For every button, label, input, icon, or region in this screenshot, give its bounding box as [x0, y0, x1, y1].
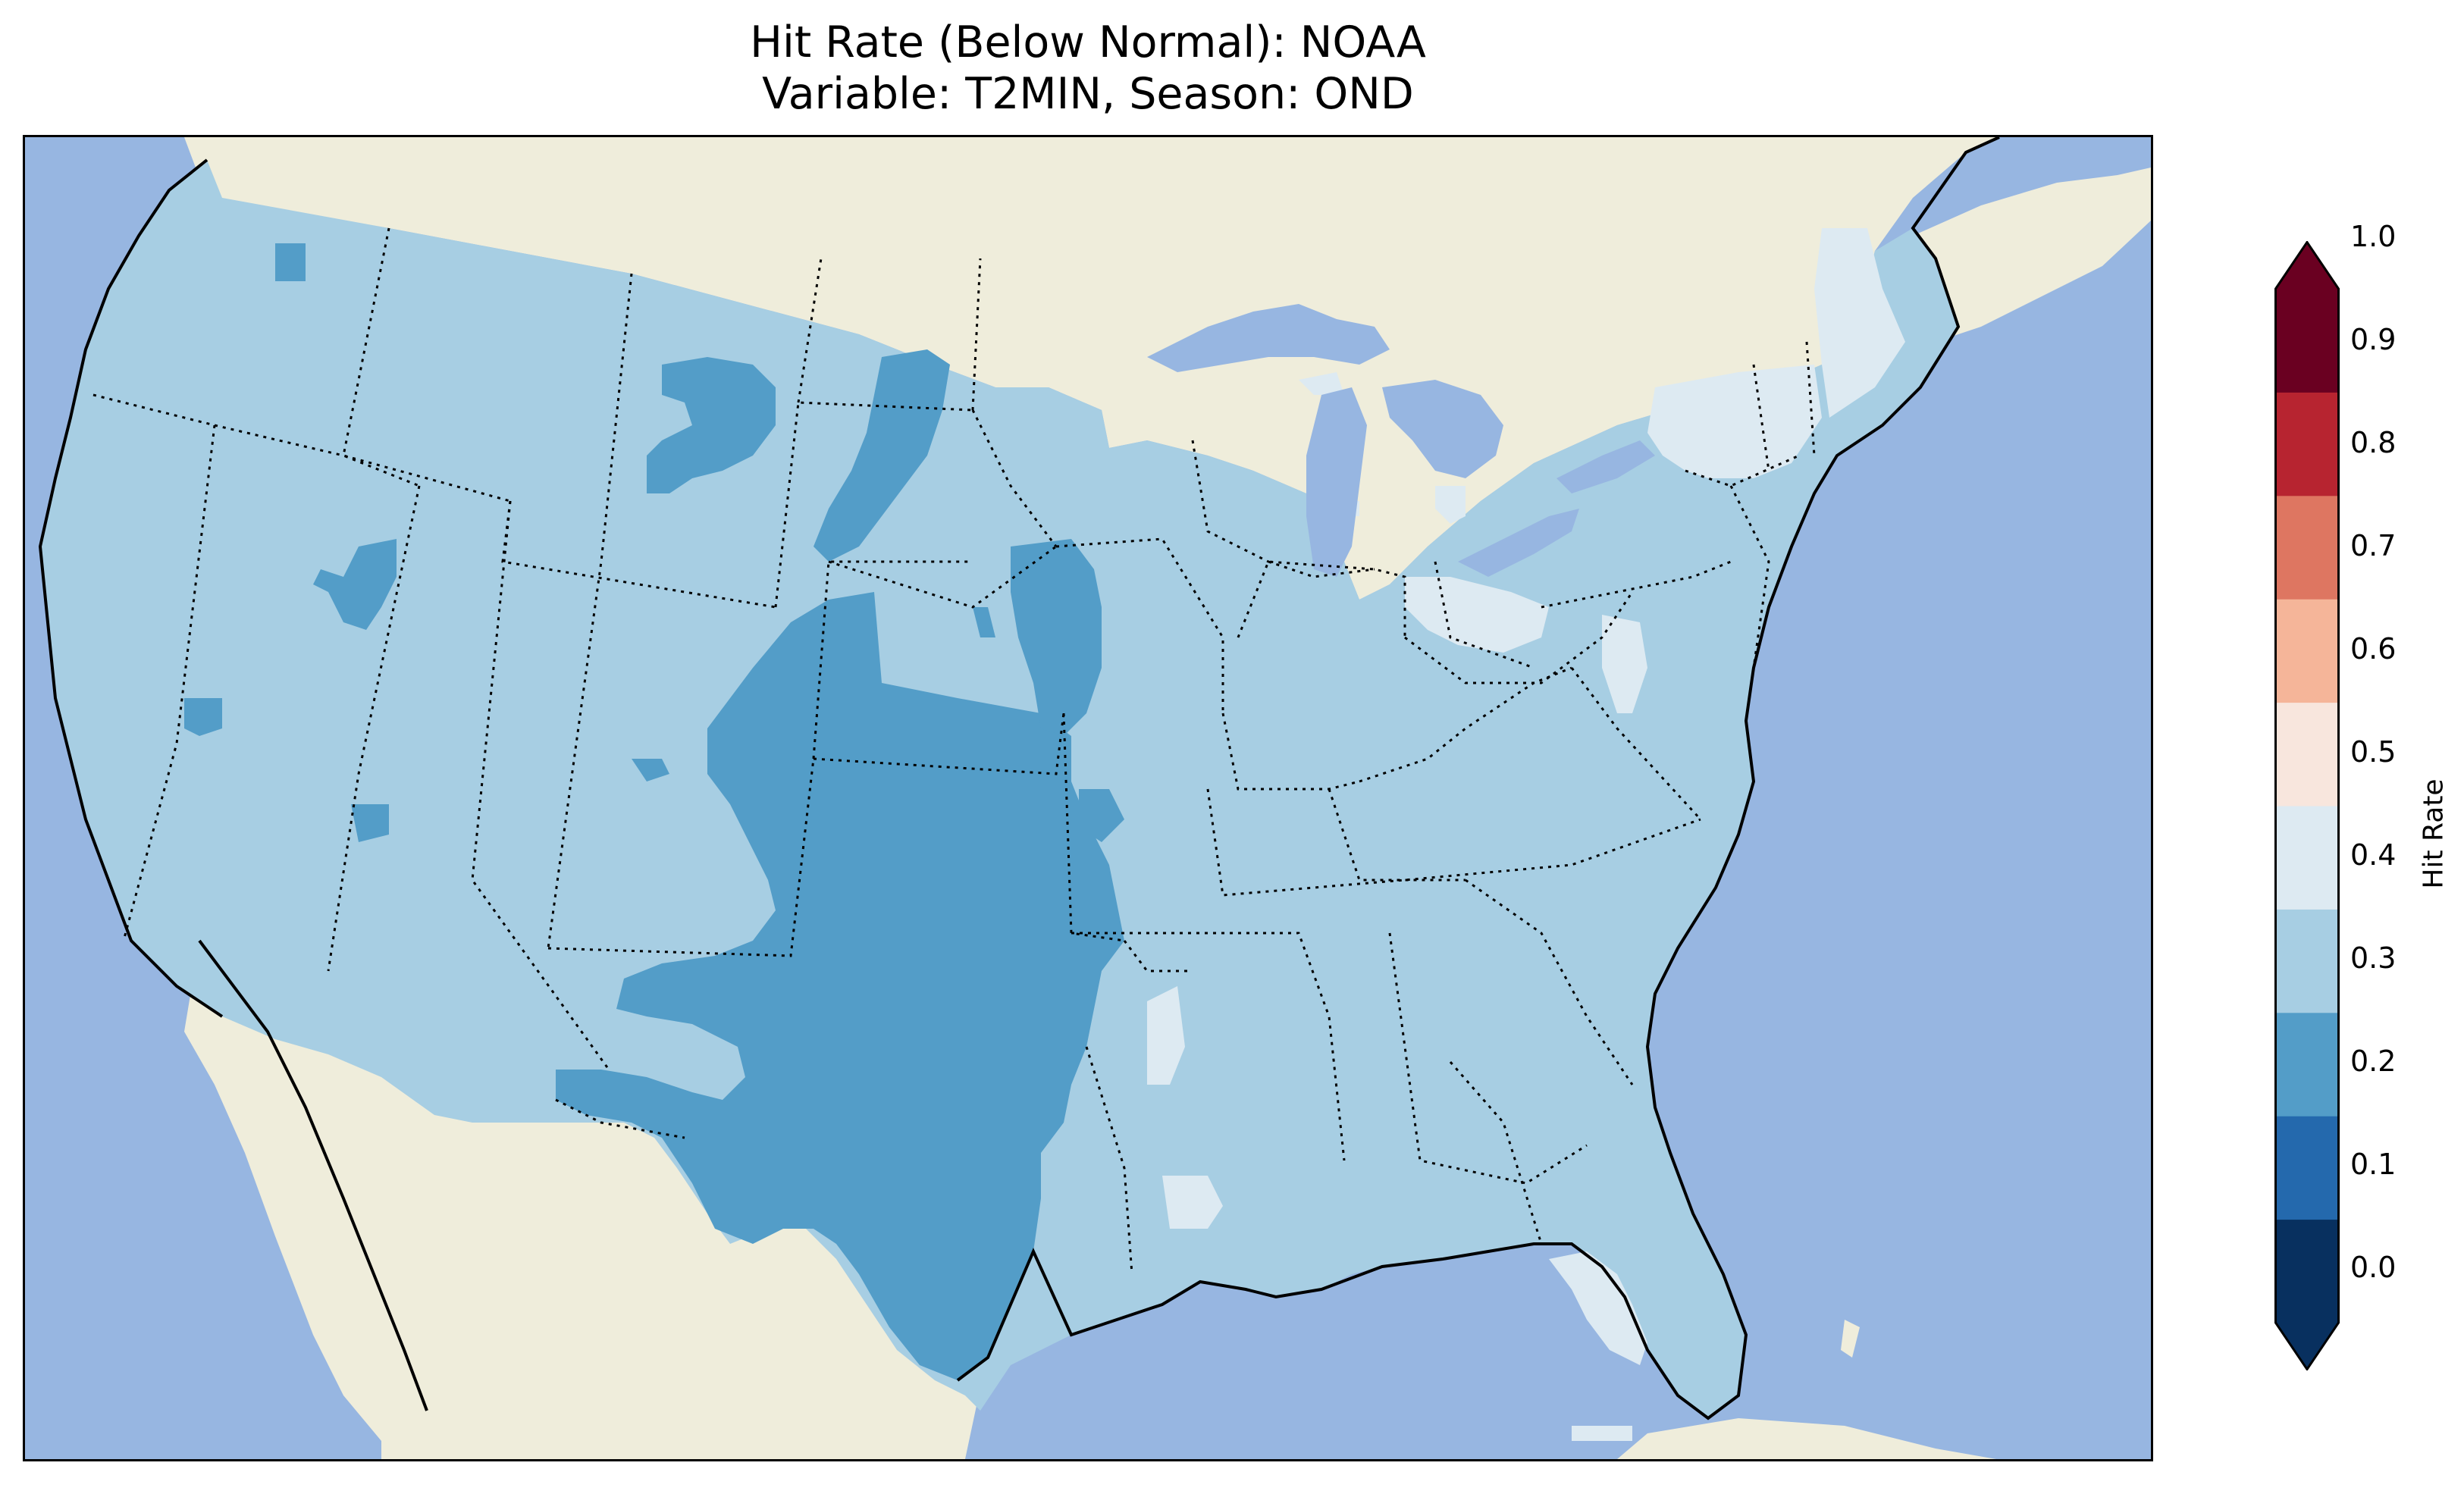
cb-tick-8: 0.8	[2350, 426, 2397, 459]
cb-tick-7: 0.7	[2350, 529, 2397, 562]
cb-tick-5: 0.5	[2350, 735, 2397, 769]
cb-tick-9: 0.9	[2350, 323, 2397, 356]
state-borders	[92, 227, 1816, 1275]
colorbar-label: Hit Rate	[2418, 778, 2450, 889]
map-title: Hit Rate (Below Normal): NOAA Variable: …	[23, 17, 2153, 120]
lake-huron	[1382, 380, 1503, 478]
colorbar-outline	[2274, 241, 2340, 1370]
hit-rate-region-iowa	[1011, 539, 1102, 736]
hit-rate-region-california	[184, 698, 222, 736]
map-panel	[23, 135, 2153, 1461]
hit-rate-region-nebraska-east	[973, 607, 995, 637]
hit-rate-region-west-virginia	[1602, 615, 1647, 713]
colorbar-bin-5	[2275, 702, 2339, 807]
colorbar-bin-4	[2275, 806, 2339, 910]
colorbar-segments	[2275, 242, 2339, 1370]
colorbar-bin-2	[2275, 1012, 2339, 1117]
lake-michigan	[1306, 387, 1367, 577]
hit-rate-region-florida-keys	[1572, 1426, 1632, 1441]
hit-rate-region-maine	[1814, 228, 1905, 418]
cb-tick-4: 0.4	[2350, 838, 2397, 872]
cuba-land	[1617, 1418, 1996, 1459]
colorbar-bin-8	[2275, 392, 2339, 496]
hit-rate-region-nevada	[313, 539, 397, 630]
hit-rate-region-louisiana	[1162, 1176, 1223, 1229]
hit-rate-region-upper-michigan	[1299, 372, 1344, 395]
colorbar-bin-9	[2275, 289, 2339, 393]
cb-tick-2: 0.2	[2350, 1045, 2397, 1078]
colorbar	[2274, 241, 2340, 1370]
cb-tick-6: 0.6	[2350, 632, 2397, 666]
cb-tick-0: 0.0	[2350, 1251, 2397, 1284]
hit-rate-region-arizona	[351, 804, 389, 842]
cb-tick-10: 1.0	[2350, 220, 2397, 253]
lake-superior	[1147, 304, 1390, 372]
title-line-2: Variable: T2MIN, Season: OND	[762, 69, 1414, 119]
cb-tick-3: 0.3	[2350, 941, 2397, 975]
baja-land	[222, 971, 427, 1426]
colorbar-bin-0	[2275, 1219, 2339, 1323]
colorbar-under-arrow	[2275, 1323, 2339, 1370]
hit-rate-region-washington	[275, 243, 306, 281]
hit-rate-region-mississippi	[1147, 986, 1185, 1085]
coastline	[38, 137, 2000, 1420]
colorbar-bin-7	[2275, 495, 2339, 600]
hit-rate-region-dakotas	[647, 357, 776, 493]
cb-tick-1: 0.1	[2350, 1148, 2397, 1181]
colorbar-bin-3	[2275, 909, 2339, 1013]
colorbar-bin-6	[2275, 599, 2339, 703]
hit-rate-region-kansas-east	[1079, 789, 1124, 842]
hit-rate-region-new-england	[1647, 365, 1822, 478]
hit-rate-region-florida	[1549, 1251, 1647, 1365]
maritimes-land	[1913, 168, 2151, 342]
title-line-1: Hit Rate (Below Normal): NOAA	[750, 17, 1426, 67]
bahamas-land	[1841, 1320, 1860, 1358]
hit-rate-region-michigan	[1435, 486, 1466, 524]
colorbar-over-arrow	[2275, 242, 2339, 289]
hit-rate-region-southern-plains	[556, 592, 1124, 1380]
conus-map	[25, 137, 2151, 1459]
colorbar-bin-1	[2275, 1116, 2339, 1220]
hit-rate-region-colorado	[632, 759, 669, 781]
lake-erie	[1458, 509, 1579, 577]
lake-ontario	[1556, 440, 1655, 493]
hit-rate-region-nebraska	[813, 349, 950, 562]
canada-land	[184, 137, 1999, 600]
